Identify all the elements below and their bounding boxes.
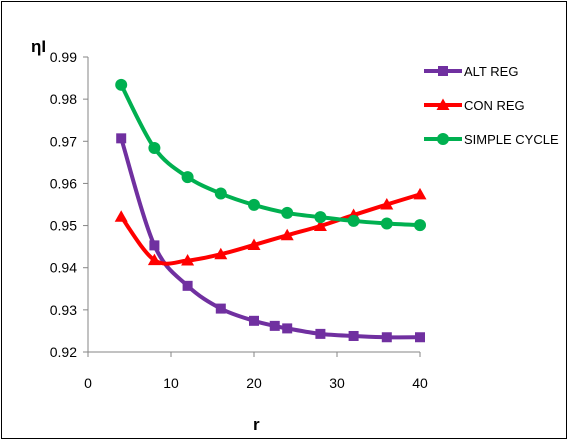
x-tick-label: 40 [412, 375, 428, 391]
data-point [348, 330, 359, 341]
series-alt-reg [116, 133, 425, 343]
y-ticks: 0.92 0.93 0.94 0.95 0.96 0.97 0.98 0.99 [50, 49, 88, 360]
data-point [415, 332, 425, 343]
data-point [248, 198, 260, 211]
data-point [147, 253, 161, 266]
data-point [214, 247, 228, 260]
series-con-reg [114, 187, 427, 266]
x-tick-label: 10 [163, 375, 179, 391]
legend-label: ALT REG [464, 64, 518, 79]
data-point [182, 280, 193, 291]
data-point [313, 219, 327, 231]
series-line [119, 82, 422, 228]
data-point [314, 211, 327, 224]
data-point [181, 254, 195, 266]
data-point [380, 217, 393, 230]
legend: ALT REG CON REG SIMPLE CYCLE [424, 64, 559, 147]
x-tick-label: 0 [84, 375, 92, 391]
series-line [119, 192, 422, 266]
legend-label: SIMPLE CYCLE [464, 132, 559, 147]
y-tick-label: 0.97 [50, 133, 77, 149]
series-simple-cycle [115, 78, 426, 232]
data-point [148, 142, 161, 155]
legend-marker [436, 98, 450, 110]
y-axis-title: ηI [31, 37, 46, 56]
data-point [280, 228, 294, 241]
data-point [215, 303, 226, 314]
y-tick-label: 0.94 [50, 260, 77, 276]
y-tick-label: 0.92 [50, 344, 77, 360]
data-point [381, 332, 392, 343]
axes: 0.92 0.93 0.94 0.95 0.96 0.97 0.98 0.99 0 10 20 30… [50, 49, 428, 391]
data-point [347, 214, 360, 227]
data-point [181, 171, 194, 184]
series-line [119, 136, 422, 340]
y-tick-label: 0.95 [50, 218, 77, 234]
data-point [115, 78, 128, 91]
legend-marker [437, 133, 449, 145]
legend-label: CON REG [464, 98, 525, 113]
data-point [249, 315, 259, 326]
x-tick-label: 20 [246, 375, 262, 391]
data-point [315, 328, 326, 339]
y-tick-label: 0.99 [50, 49, 77, 65]
legend-item: ALT REG [424, 64, 518, 79]
data-point [247, 238, 261, 250]
legend-marker [438, 66, 448, 76]
data-point [114, 210, 128, 222]
data-point [214, 187, 227, 200]
plot-series [114, 78, 427, 343]
data-point [414, 219, 426, 232]
y-tick-label: 0.98 [50, 91, 77, 107]
x-tick-label: 30 [329, 375, 345, 391]
data-point [282, 323, 293, 334]
data-point [269, 320, 280, 331]
y-tick-label: 0.93 [50, 302, 77, 318]
x-ticks: 0 10 20 30 40 [84, 352, 428, 391]
data-point [413, 187, 427, 200]
data-point [380, 198, 394, 210]
y-tick-label: 0.96 [50, 175, 77, 191]
data-point [281, 206, 294, 219]
data-point [116, 133, 127, 144]
data-point [149, 240, 160, 251]
legend-item: CON REG [424, 98, 525, 113]
x-axis-title: r [253, 415, 260, 434]
legend-item: SIMPLE CYCLE [424, 132, 559, 147]
